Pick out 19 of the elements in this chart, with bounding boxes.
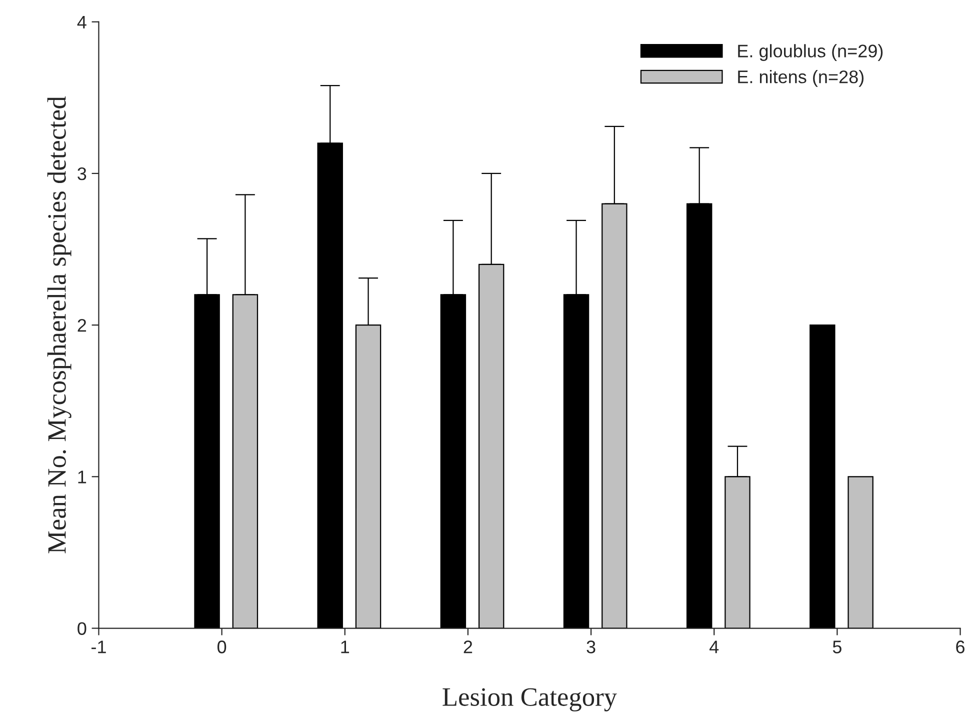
x-tick-label: 0 [217, 640, 226, 654]
x-tick-label: 2 [464, 640, 472, 654]
y-tick-label: 2 [78, 318, 86, 332]
x-tick-label: 6 [956, 640, 964, 654]
y-axis-title: Mean No. Mycosphaerella species detected [47, 96, 72, 554]
bar [848, 476, 874, 628]
legend-label: E. gloublus (n=29) [738, 44, 883, 61]
y-tick-label: 0 [78, 622, 86, 635]
x-tick-label: -1 [92, 640, 106, 654]
y-tick-label: 1 [78, 470, 86, 484]
x-tick-label: 3 [586, 640, 596, 654]
x-tick-label: 1 [341, 640, 350, 654]
x-tick-label: 4 [710, 640, 719, 654]
x-axis-title: Lesion Category [442, 688, 617, 712]
bar [810, 324, 836, 628]
x-tick-label: 5 [832, 640, 842, 654]
legend-label: E. nitens (n=28) [738, 70, 864, 87]
y-tick-label: 4 [77, 16, 86, 28]
y-tick-label: 3 [78, 167, 86, 180]
